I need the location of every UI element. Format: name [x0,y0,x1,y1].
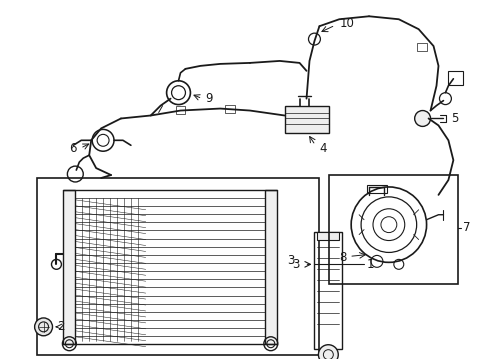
Bar [264,190,276,344]
Bar [284,105,328,133]
Bar [447,71,462,85]
Bar [37,178,319,355]
Text: 4: 4 [319,142,326,155]
Text: 2: 2 [57,320,65,333]
Bar [317,231,339,239]
Bar [366,185,386,193]
Circle shape [414,111,429,126]
Text: 3: 3 [286,254,294,267]
Bar [63,190,75,344]
Text: 10: 10 [339,17,353,30]
Text: 6: 6 [69,142,77,155]
Bar [224,105,235,113]
Text: 3: 3 [292,258,299,271]
Text: 5: 5 [450,112,458,125]
Bar [416,43,426,51]
Bar [328,175,457,284]
Circle shape [318,345,338,360]
Text: 9: 9 [205,92,212,105]
Text: 1: 1 [366,258,374,271]
Text: 7: 7 [462,221,470,234]
Text: 8: 8 [339,251,346,264]
Bar [175,105,185,113]
Circle shape [35,318,52,336]
Bar [314,231,342,349]
